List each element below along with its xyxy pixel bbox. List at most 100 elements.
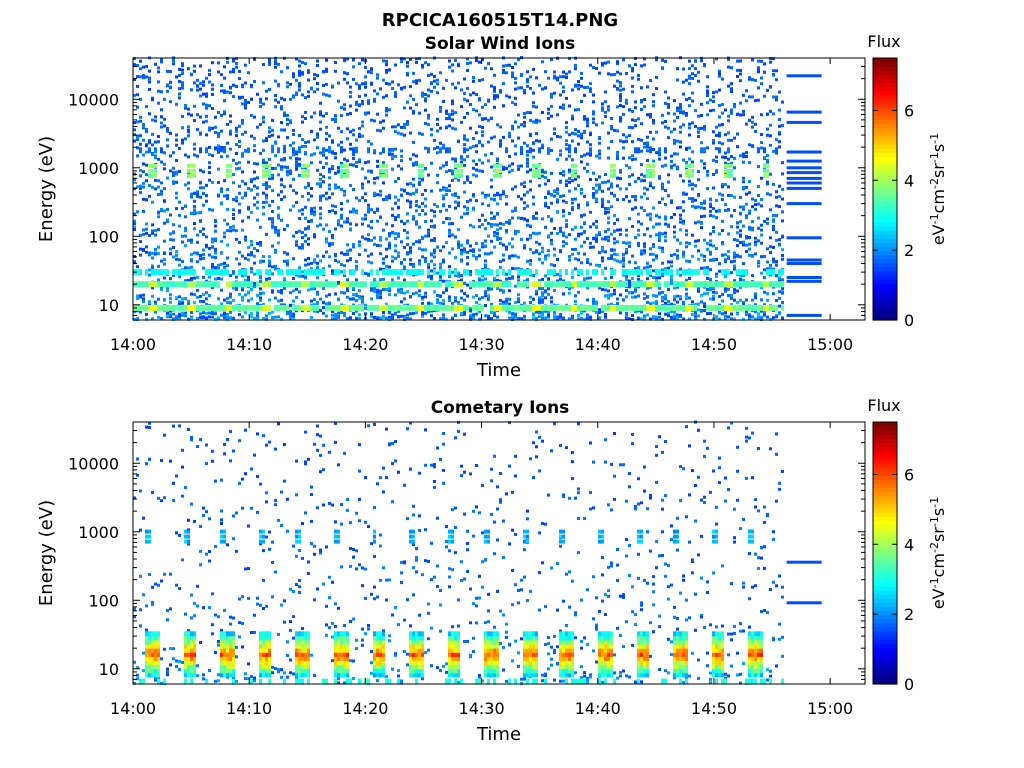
flux-cell xyxy=(250,288,253,292)
flux-cell xyxy=(337,304,340,311)
flux-cell xyxy=(526,164,529,168)
flux-cell xyxy=(667,173,670,177)
flux-cell xyxy=(238,304,241,311)
flux-cell xyxy=(508,221,511,225)
flux-cell xyxy=(307,168,310,173)
flux-cell xyxy=(166,207,169,211)
flux-cell xyxy=(316,182,319,186)
flux-cell xyxy=(643,317,646,321)
flux-cell xyxy=(352,58,355,62)
flux-cell xyxy=(457,201,460,205)
flux-cell xyxy=(508,242,511,246)
flux-cell xyxy=(625,249,628,253)
flux-cell xyxy=(646,277,649,281)
flux-cell xyxy=(334,313,337,317)
flux-cell xyxy=(352,133,355,137)
flux-cell xyxy=(451,118,454,122)
flux-cell xyxy=(694,244,697,248)
flux-cell xyxy=(250,315,253,319)
flux-cell xyxy=(217,194,220,198)
flux-cell xyxy=(529,147,532,154)
flux-cell xyxy=(295,269,298,276)
flux-cell xyxy=(199,180,202,184)
flux-cell xyxy=(526,78,529,81)
flux-cell xyxy=(478,277,481,281)
flux-cell xyxy=(259,304,262,311)
flux-cell xyxy=(373,181,376,185)
flux-cell xyxy=(244,101,247,105)
flux-cell xyxy=(196,260,199,264)
flux-cell xyxy=(238,124,241,128)
flux-cell xyxy=(517,281,520,288)
flux-cell xyxy=(358,289,361,293)
flux-cell xyxy=(328,134,331,138)
flux-cell xyxy=(358,132,361,136)
flux-cell xyxy=(418,259,421,263)
flux-cell xyxy=(247,245,250,249)
flux-cell xyxy=(244,193,247,197)
flux-cell xyxy=(358,95,361,98)
flux-cell xyxy=(616,62,619,66)
flux-cell xyxy=(700,141,703,145)
flux-cell xyxy=(325,156,328,160)
flux-cell xyxy=(208,275,211,279)
flux-cell xyxy=(457,273,460,277)
flux-cell xyxy=(316,303,319,306)
flux-cell xyxy=(340,188,343,191)
flux-cell xyxy=(319,196,322,200)
flux-cell xyxy=(361,295,364,299)
flux-cell xyxy=(148,139,151,143)
flux-cell xyxy=(685,112,688,115)
flux-cell xyxy=(226,315,229,319)
flux-cell xyxy=(370,261,373,265)
flux-cell xyxy=(229,274,232,278)
flux-cell xyxy=(295,295,298,299)
flux-cell xyxy=(529,236,532,240)
flux-cell xyxy=(190,277,193,280)
flux-cell xyxy=(604,250,607,254)
flux-cell xyxy=(454,159,457,163)
flux-cell xyxy=(256,218,259,222)
flux-cell xyxy=(715,125,718,129)
flux-cell xyxy=(493,173,496,178)
flux-cell xyxy=(352,128,355,132)
flux-cell xyxy=(145,75,148,79)
flux-cell xyxy=(706,247,709,251)
flux-cell xyxy=(415,240,418,244)
flux-cell xyxy=(514,284,517,288)
flux-cell xyxy=(256,125,259,129)
flux-cell xyxy=(613,237,616,241)
flux-cell xyxy=(505,245,508,249)
flux-cell xyxy=(598,187,601,191)
flux-cell xyxy=(430,277,433,281)
flux-cell xyxy=(718,131,721,135)
flux-cell xyxy=(265,196,268,200)
flux-cell xyxy=(673,310,676,314)
flux-cell xyxy=(448,184,451,188)
flux-cell xyxy=(619,84,622,88)
flux-cell xyxy=(349,316,352,320)
flux-cell xyxy=(448,234,451,238)
flux-cell xyxy=(547,179,550,183)
flux-cell xyxy=(493,168,496,173)
flux-cell xyxy=(370,71,373,75)
flux-cell xyxy=(688,241,691,245)
flux-cell xyxy=(625,269,628,276)
flux-cell xyxy=(436,91,439,95)
flux-cell xyxy=(265,181,268,185)
flux-cell xyxy=(541,217,544,221)
flux-cell xyxy=(418,163,421,168)
flux-cell xyxy=(349,163,352,167)
flux-cell xyxy=(307,288,310,292)
flux-cell xyxy=(712,95,715,99)
flux-cell xyxy=(397,288,400,292)
flux-cell xyxy=(349,297,352,301)
flux-cell xyxy=(703,309,706,312)
flux-cell xyxy=(241,298,244,302)
flux-cell xyxy=(229,163,232,168)
flux-cell xyxy=(286,281,289,288)
flux-cell xyxy=(676,238,679,242)
flux-cell xyxy=(262,281,265,288)
flux-cell xyxy=(460,278,463,282)
flux-cell xyxy=(193,142,196,146)
